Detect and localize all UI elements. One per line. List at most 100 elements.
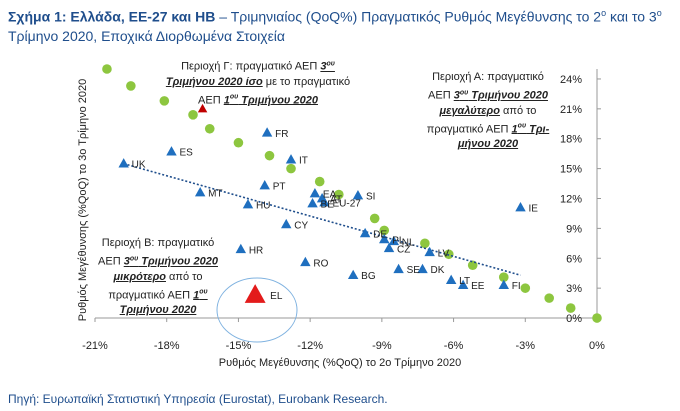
alpha-line1: Περιοχή Α: πραγματικό — [432, 71, 544, 83]
country-label-ie: IE — [529, 203, 539, 214]
country-point-el — [244, 284, 266, 303]
reference-point — [126, 81, 136, 91]
x-tick-label: -15% — [226, 340, 252, 352]
country-label-lt: LT — [459, 276, 470, 287]
country-label-be: BE — [321, 199, 335, 210]
gamma-line2-bold: Τριμήνου 2020 ίσο — [165, 75, 263, 88]
reference-point — [379, 225, 390, 236]
country-label-ro: RO — [313, 258, 328, 269]
alpha-line5-bold: μήνου 2020 — [457, 138, 519, 151]
country-point-de — [359, 227, 371, 238]
country-point-hu — [242, 198, 254, 209]
x-tick-label: -12% — [297, 340, 323, 352]
country-label-se: SE — [407, 265, 421, 276]
trend-line-segment — [123, 162, 521, 276]
country-point-uk — [118, 158, 129, 168]
y-tick-label: 9% — [566, 223, 582, 235]
y-tick-label: 6% — [566, 253, 582, 265]
title-sup2: ο — [656, 8, 662, 18]
region-beta-note: Περιοχή Β: πραγματικό ΑΕΠ 3ου Τριμήνου 2… — [92, 236, 224, 318]
country-point-eu-27 — [319, 196, 330, 207]
country-label-cz: CZ — [397, 244, 410, 255]
reference-point — [314, 176, 325, 187]
y-tick-label: 3% — [566, 283, 582, 295]
reference-point — [369, 213, 380, 224]
reference-point — [420, 238, 430, 249]
alpha-line4-sup: ου — [517, 122, 527, 130]
country-point-nl — [388, 235, 400, 246]
country-label-lv: LV — [438, 248, 450, 259]
x-tick-label: -9% — [372, 340, 392, 352]
country-point-lv — [424, 246, 435, 257]
reference-point — [264, 150, 275, 161]
source-note: Πηγή: Ευρωπαϊκή Στατιστική Υπηρεσία (Eur… — [8, 392, 388, 406]
country-point-bg — [347, 269, 359, 280]
country-label-mt: MT — [208, 189, 222, 200]
title-text1: Τριμηνιαίος (QoQ%) Πραγματικός Ρυθμός Με… — [230, 8, 602, 25]
beta-line5-bold: Τριμήνου 2020 — [119, 304, 197, 317]
gamma-line1-sup: ου — [326, 60, 335, 67]
beta-line2-sup: ου — [129, 255, 139, 262]
gamma-line1-bold: 3 — [320, 60, 327, 73]
country-label-hr: HR — [249, 245, 263, 256]
beta-line2-bold2: Τριμήνου 2020 — [138, 255, 218, 268]
country-label-de: DE — [373, 229, 387, 240]
region-alpha-note: Περιοχή Α: πραγματικό ΑΕΠ 3 ου Τριμήνου 2… — [422, 70, 554, 152]
country-point-lt — [445, 274, 457, 285]
title-text2: και το 3 — [606, 8, 657, 25]
country-label-ea: EA — [323, 190, 337, 201]
title-prefix: Σχήμα 1: Ελλάδα, ΕΕ-27 και ΗΒ — [8, 8, 216, 25]
country-label-el: EL — [270, 291, 283, 302]
reference-point — [544, 293, 554, 303]
beta-line3: από το — [165, 270, 203, 283]
reference-point — [520, 283, 531, 293]
gamma-line1: Περιοχή Γ: πραγματικό ΑΕΠ — [181, 60, 321, 73]
country-label-eu-27: EU-27 — [332, 198, 361, 209]
y-tick-label: 15% — [560, 164, 582, 176]
y-tick-label: 21% — [560, 104, 582, 116]
country-point-pl — [379, 233, 390, 244]
y-ticks: 0% 3% 6% 9% 12% 15% 18% 21% 24% — [560, 74, 601, 325]
country-point-cz — [383, 242, 395, 253]
alpha-line2: ΑΕΠ — [428, 89, 454, 102]
reference-point — [334, 189, 344, 200]
country-point-be — [307, 197, 318, 208]
reference-point — [592, 313, 602, 323]
reference-point — [286, 163, 296, 174]
y-tick-label: 24% — [560, 74, 582, 86]
gamma-line3-sup: ου — [229, 93, 239, 101]
alpha-line2-bold2: Τριμήνου 2020 — [468, 89, 548, 102]
country-label-hu: HU — [256, 200, 270, 211]
country-point-si — [352, 190, 364, 200]
gamma-line2: με το πραγματικό — [262, 75, 351, 88]
country-points — [118, 103, 526, 303]
title-sup1: ο — [601, 8, 607, 18]
trend-line — [123, 162, 521, 276]
alpha-line2-bold: 3 — [453, 89, 460, 102]
reference-point — [188, 110, 198, 120]
country-point-fi — [498, 279, 509, 290]
country-label-uk: UK — [132, 160, 146, 171]
reference-point — [498, 272, 509, 282]
country-label-bg: BG — [361, 271, 376, 282]
gamma-line3: ΑΕΠ — [198, 94, 224, 107]
country-label-pl: PL — [392, 235, 405, 246]
reference-marker — [197, 103, 208, 113]
country-point-fr — [261, 127, 273, 137]
country-label-nl: NL — [402, 237, 415, 248]
y-tick-label: 0% — [566, 313, 582, 325]
x-tick-label: -18% — [154, 340, 180, 352]
country-label-ee: EE — [471, 281, 485, 292]
alpha-line4-bold: 1 — [511, 123, 518, 136]
gamma-line3-bold: 1 — [223, 94, 230, 107]
country-point-ie — [515, 201, 526, 212]
country-point-pt — [259, 180, 270, 190]
beta-line4-sup: ου — [199, 288, 208, 296]
alpha-line4-bold2: Τρι- — [526, 123, 550, 136]
country-point-ea — [309, 188, 321, 198]
greece-highlight-ellipse — [216, 277, 298, 343]
beta-line3-bold: μικρότερο — [113, 270, 166, 283]
country-label-dk: DK — [430, 265, 444, 276]
